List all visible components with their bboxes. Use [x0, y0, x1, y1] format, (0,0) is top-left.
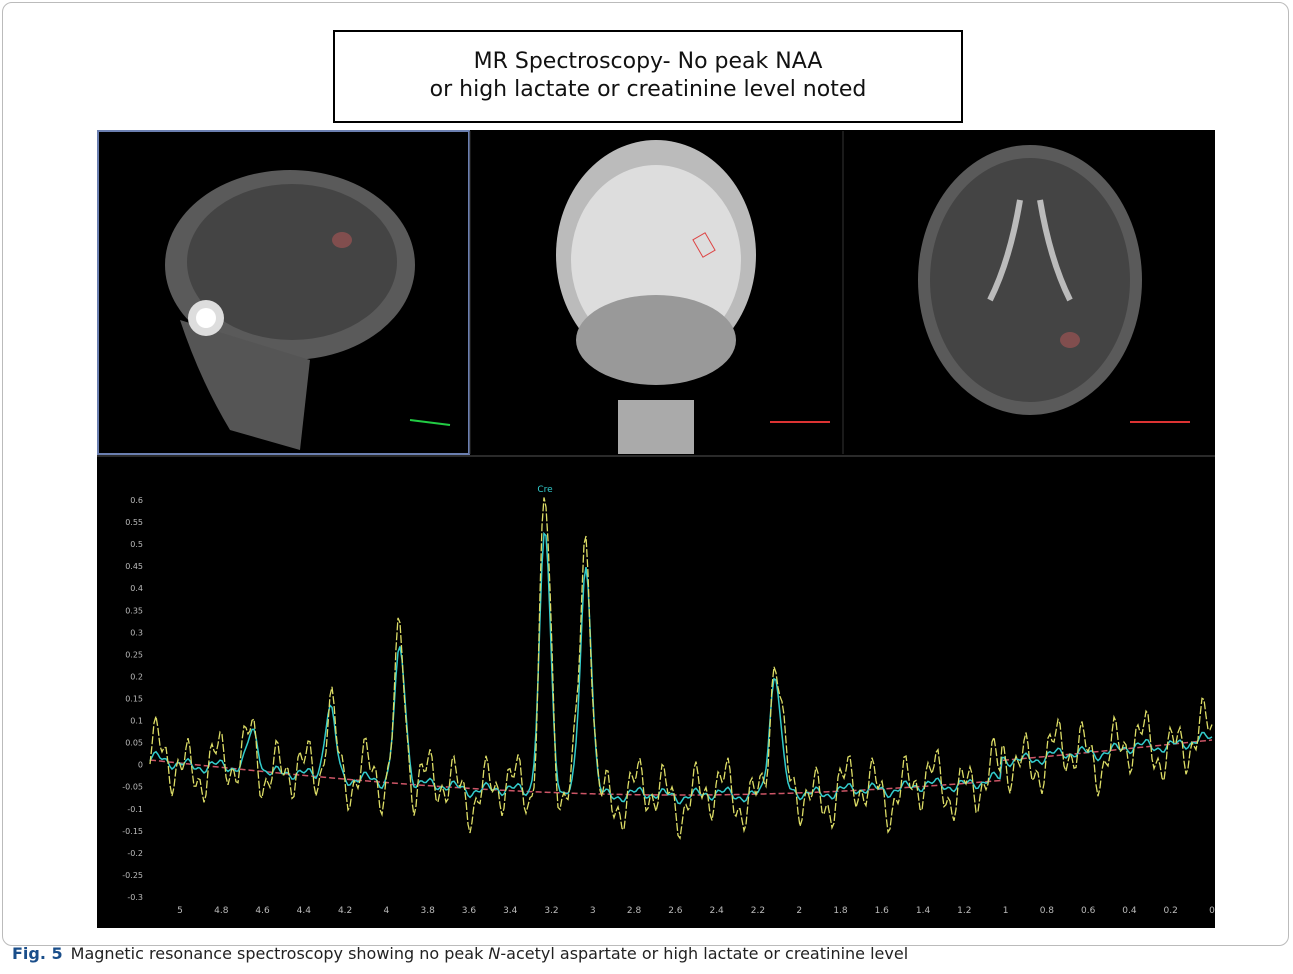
y-tick-label: 0.5: [130, 540, 143, 549]
y-tick-label: -0.3: [127, 893, 143, 902]
y-tick-label: 0.35: [125, 606, 143, 615]
y-tick-label: 0.15: [125, 695, 143, 704]
caption: Fig. 5 Magnetic resonance spectroscopy sh…: [12, 944, 908, 963]
y-tick-label: 0.4: [130, 584, 143, 593]
y-tick-label: 0.05: [125, 739, 143, 748]
y-tick-label: 0.45: [125, 562, 143, 571]
x-tick-label: 2.4: [709, 906, 724, 916]
x-tick-label: 1.6: [875, 906, 890, 916]
y-tick-label: 0.55: [125, 518, 143, 527]
x-tick-label: 0.8: [1040, 906, 1055, 916]
x-tick-label: 4.6: [255, 906, 270, 916]
y-tick-label: 0.1: [130, 717, 143, 726]
figure-image: 5 4.8 4.6 4.4 4.2 4 3.8 3.6 3.4 3.2 3 2.8 2.6 2.4 2.2 2…: [0, 0, 1293, 940]
y-tick-label: -0.25: [122, 871, 143, 880]
x-tick-label: 4.2: [338, 906, 352, 916]
x-tick-label: 0.4: [1122, 906, 1137, 916]
x-tick-label: 2.2: [751, 906, 765, 916]
x-tick-label: 2.6: [668, 906, 683, 916]
x-tick-label: 1: [1003, 906, 1009, 916]
x-tick-label: 3: [590, 906, 596, 916]
x-tick-label: 1.4: [916, 906, 931, 916]
caption-text: Magnetic resonance spectroscopy showing …: [71, 944, 489, 963]
y-tick-label: 0: [138, 761, 143, 770]
x-tick-label: 1.8: [833, 906, 848, 916]
x-tick-label: 2.8: [627, 906, 642, 916]
y-tick-label: -0.05: [122, 783, 143, 792]
y-tick-label: 0.3: [130, 628, 143, 637]
x-tick-label: 4: [384, 906, 390, 916]
x-tick-label: 2: [796, 906, 802, 916]
x-tick-label: 3.2: [544, 906, 558, 916]
x-tick-label: 3.8: [421, 906, 436, 916]
y-tick-label: -0.15: [122, 827, 143, 836]
caption-text: -acetyl aspartate or high lactate or cre…: [500, 944, 908, 963]
x-tick-label: 0.2: [1164, 906, 1178, 916]
x-tick-label: 1.2: [957, 906, 971, 916]
peak-label: Cre: [537, 485, 553, 495]
caption-label: Fig. 5: [12, 944, 63, 963]
x-tick-label: 4.4: [297, 906, 312, 916]
x-tick-label: 3.4: [503, 906, 518, 916]
y-tick-label: -0.1: [127, 805, 143, 814]
page: MR Spectroscopy- No peak NAA or high lac…: [0, 0, 1293, 974]
caption-italic: N: [488, 944, 500, 963]
x-tick-label: 0.6: [1081, 906, 1096, 916]
y-tick-label: 0.25: [125, 650, 143, 659]
y-tick-label: -0.2: [127, 849, 143, 858]
x-tick-label: 3.6: [462, 906, 477, 916]
x-tick-label: 5: [177, 906, 183, 916]
y-tick-label: 0.6: [130, 496, 143, 505]
x-tick-label: 4.8: [214, 906, 229, 916]
y-tick-label: 0.2: [130, 672, 143, 681]
x-tick-label: 0: [1209, 906, 1215, 916]
